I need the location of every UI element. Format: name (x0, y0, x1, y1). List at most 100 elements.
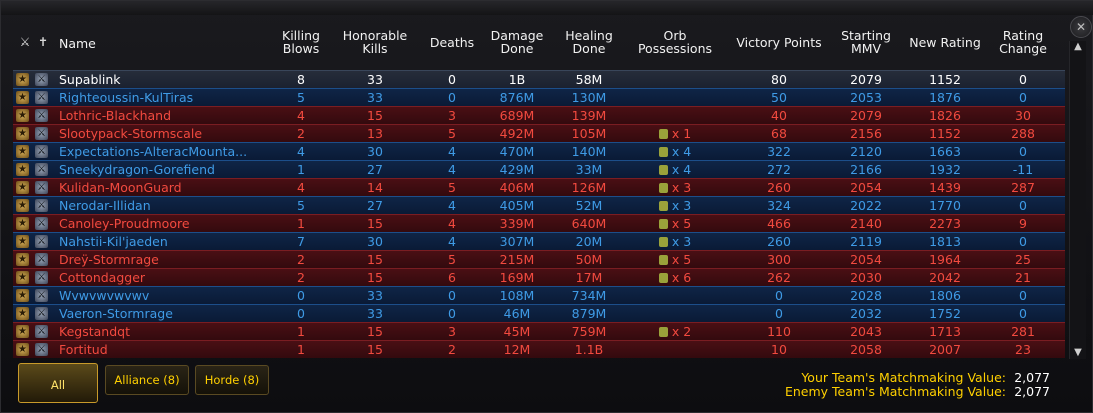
header-starting-mmv[interactable]: Starting MMV (841, 28, 891, 56)
player-name[interactable]: Slootypack-Stormscale (59, 126, 203, 141)
table-row[interactable]: ★ ⚔ Sneekydragon-Gorefiend 1 27 4 429M 33M x 4 27… (13, 160, 1065, 178)
cell-killing-blows: 2 (297, 270, 305, 285)
cell-damage-done: 492M (499, 126, 535, 141)
header-rating-change[interactable]: Rating Change (999, 28, 1047, 56)
table-row[interactable]: ★ ⚔ Supablink 8 33 0 1B 58M 80 2079 1152 0 (13, 70, 1065, 88)
table-row[interactable]: ★ ⚔ Kulidan-MoonGuard 4 14 5 406M 126M x 3 260 205… (13, 178, 1065, 196)
cell-orb-possessions (627, 341, 723, 358)
cell-victory-points: 322 (767, 144, 791, 159)
player-name[interactable]: Expectations-AlteracMounta... (59, 144, 248, 159)
player-name[interactable]: Supablink (59, 72, 121, 87)
scroll-down-arrow-icon[interactable]: ▼ (1074, 347, 1082, 358)
cell-starting-mmv: 2079 (850, 108, 882, 123)
cell-victory-points: 50 (771, 90, 787, 105)
cell-orb-possessions: x 2 (627, 323, 723, 340)
orb-icon (658, 273, 668, 283)
tab-all[interactable]: All (18, 363, 98, 403)
player-name[interactable]: Wvwvwvwvwv (59, 288, 150, 303)
cell-killing-blows: 5 (297, 90, 305, 105)
pvp-rank-icon: ★ (16, 307, 29, 320)
scroll-up-arrow-icon[interactable]: ▲ (1074, 41, 1082, 52)
cell-deaths: 0 (448, 90, 456, 105)
orb-icon (658, 183, 668, 193)
class-spec-icon: ⚔ (35, 343, 48, 356)
cell-starting-mmv: 2156 (850, 126, 882, 141)
cell-rating-change: 0 (1019, 306, 1027, 321)
cell-honorable-kills: 13 (367, 126, 383, 141)
pvp-rank-icon: ★ (16, 217, 29, 230)
cell-starting-mmv: 2058 (850, 342, 882, 357)
pvp-rank-icon: ★ (16, 127, 29, 140)
close-icon[interactable]: ✕ (1070, 16, 1092, 38)
cell-starting-mmv: 2140 (850, 216, 882, 231)
cell-damage-done: 46M (503, 306, 531, 321)
cell-starting-mmv: 2053 (850, 90, 882, 105)
header-deaths[interactable]: Deaths (429, 35, 475, 50)
cell-new-rating: 2042 (929, 270, 961, 285)
header-name[interactable]: Name (59, 36, 96, 51)
header-healing-done[interactable]: Healing Done (565, 28, 613, 56)
table-row[interactable]: ★ ⚔ Righteoussin-KulTiras 5 33 0 876M 130M 50 205… (13, 88, 1065, 106)
pvp-rank-icon: ★ (16, 271, 29, 284)
cell-honorable-kills: 15 (367, 270, 383, 285)
cell-deaths: 3 (448, 108, 456, 123)
cell-rating-change: -11 (1012, 162, 1034, 177)
header-victory-points[interactable]: Victory Points (736, 35, 822, 50)
table-row[interactable]: ★ ⚔ Fortitud 1 15 2 12M 1.1B 10 2058 2007 23 (13, 340, 1065, 358)
table-row[interactable]: ★ ⚔ Canoley-Proudmoore 1 15 4 339M 640M x 5 466 21… (13, 214, 1065, 232)
player-name[interactable]: Nahstii-Kil'jaeden (59, 234, 168, 249)
player-name[interactable]: Sneekydragon-Gorefiend (59, 162, 215, 177)
header-new-rating[interactable]: New Rating (909, 35, 981, 50)
player-name[interactable]: Kulidan-MoonGuard (59, 180, 182, 195)
cell-deaths: 4 (448, 144, 456, 159)
header-orb-possessions[interactable]: Orb Possessions (637, 28, 713, 56)
player-name[interactable]: Dreÿ-Stormrage (59, 252, 159, 267)
cell-killing-blows: 4 (297, 180, 305, 195)
cell-orb-possessions: x 6 (627, 269, 723, 286)
scrollbar[interactable]: ▲ ▼ (1069, 41, 1086, 359)
cell-honorable-kills: 33 (367, 306, 383, 321)
cell-rating-change: 287 (1011, 180, 1035, 195)
table-row[interactable]: ★ ⚔ Wvwvwvwvwv 0 33 0 108M 734M 0 2028 1806 0 (13, 286, 1065, 304)
table-row[interactable]: ★ ⚔ Lothric-Blackhand 4 15 3 689M 139M 40 2079 182… (13, 106, 1065, 124)
cell-new-rating: 1152 (929, 72, 961, 87)
tab-horde[interactable]: Horde (8) (195, 365, 269, 395)
table-row[interactable]: ★ ⚔ Kegstandqt 1 15 3 45M 759M x 2 110 2043 1713 281 (13, 322, 1065, 340)
player-name[interactable]: Kegstandqt (59, 324, 130, 339)
player-name[interactable]: Vaeron-Stormrage (59, 306, 173, 321)
cell-new-rating: 1964 (929, 252, 961, 267)
table-row[interactable]: ★ ⚔ Cottondagger 2 15 6 169M 17M x 6 262 2030 2042 2… (13, 268, 1065, 286)
cell-rating-change: 281 (1011, 324, 1035, 339)
player-name[interactable]: Lothric-Blackhand (59, 108, 172, 123)
pvp-rank-icon: ★ (16, 145, 29, 158)
table-row[interactable]: ★ ⚔ Vaeron-Stormrage 0 33 0 46M 879M 0 2032 1752 0 (13, 304, 1065, 322)
pvp-rank-icon: ★ (16, 343, 29, 356)
cell-new-rating: 1752 (929, 306, 961, 321)
pvp-rank-icon: ★ (16, 91, 29, 104)
pvp-rank-icon: ★ (16, 73, 29, 86)
cell-damage-done: 405M (499, 198, 535, 213)
header-honorable-kills[interactable]: Honorable Kills (342, 28, 408, 56)
cell-rating-change: 0 (1019, 198, 1027, 213)
header-damage-done[interactable]: Damage Done (490, 28, 544, 56)
player-name[interactable]: Fortitud (59, 342, 108, 357)
table-row[interactable]: ★ ⚔ Dreÿ-Stormrage 2 15 5 215M 50M x 5 300 2054 196… (13, 250, 1065, 268)
table-row[interactable]: ★ ⚔ Expectations-AlteracMounta... 4 30 4 470M 1… (13, 142, 1065, 160)
orb-icon (658, 165, 668, 175)
header-killing-blows[interactable]: Killing Blows (282, 28, 320, 56)
player-name[interactable]: Canoley-Proudmoore (59, 216, 190, 231)
cell-rating-change: 0 (1019, 234, 1027, 249)
cell-starting-mmv: 2054 (850, 180, 882, 195)
pvp-rank-icon: ★ (16, 199, 29, 212)
table-row[interactable]: ★ ⚔ Slootypack-Stormscale 2 13 5 492M 105M x 1 68… (13, 124, 1065, 142)
table-row[interactable]: ★ ⚔ Nerodar-Illidan 5 27 4 405M 52M x 3 324 2022 17… (13, 196, 1065, 214)
player-name[interactable]: Cottondagger (59, 270, 146, 285)
table-row[interactable]: ★ ⚔ Nahstii-Kil'jaeden 7 30 4 307M 20M x 3 260 211… (13, 232, 1065, 250)
player-name[interactable]: Righteoussin-KulTiras (59, 90, 194, 105)
player-name[interactable]: Nerodar-Illidan (59, 198, 151, 213)
cell-honorable-kills: 33 (367, 72, 383, 87)
cell-killing-blows: 1 (297, 342, 305, 357)
tab-alliance[interactable]: Alliance (8) (105, 365, 189, 395)
cell-healing-done: 50M (575, 252, 603, 267)
cell-starting-mmv: 2166 (850, 162, 882, 177)
